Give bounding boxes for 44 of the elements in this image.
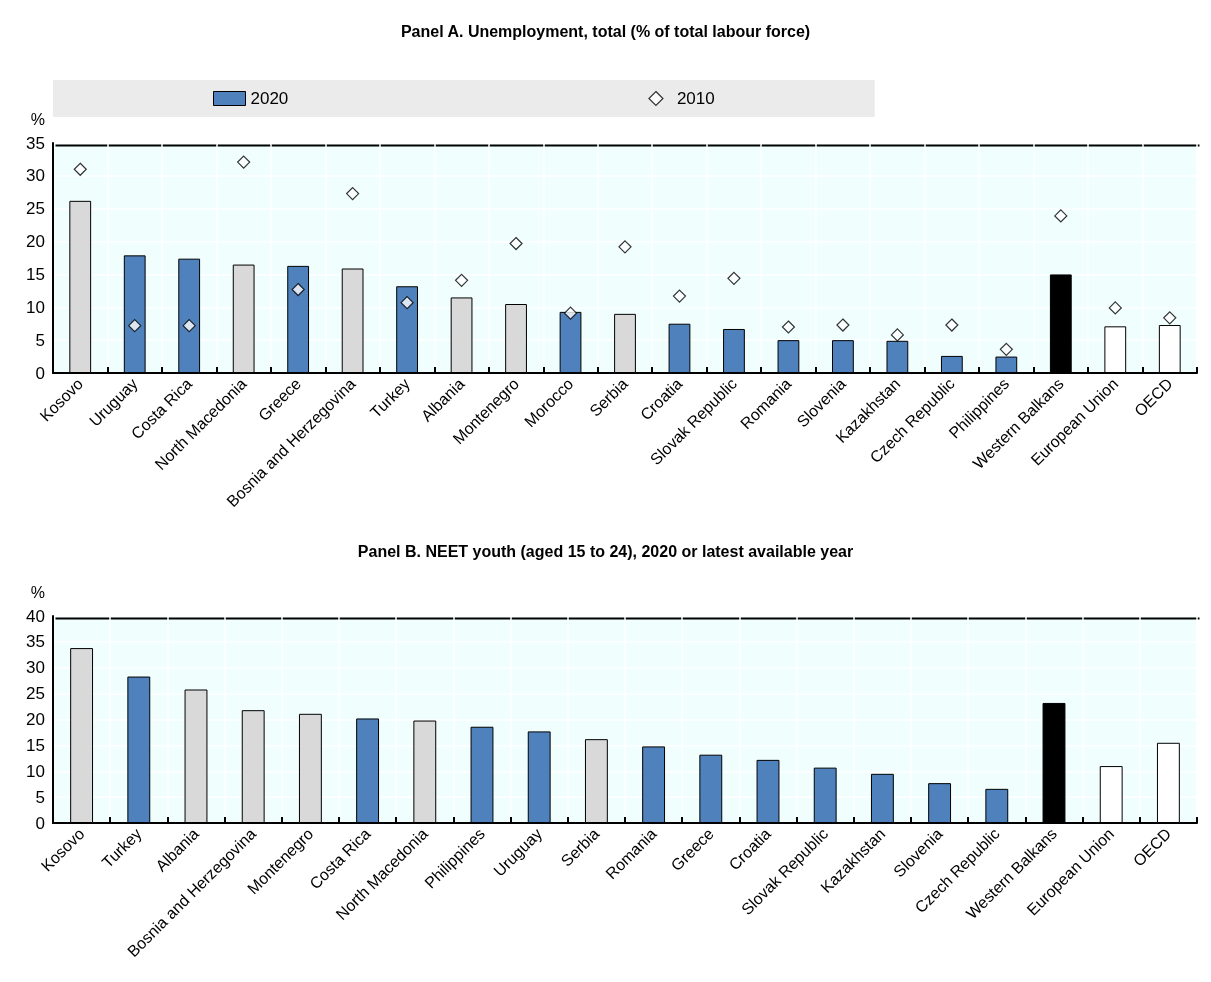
y-tick-label: 0 — [35, 363, 45, 383]
legend-label: 2010 — [676, 89, 715, 108]
point — [1163, 311, 1177, 325]
point — [400, 296, 414, 310]
point — [291, 282, 305, 297]
chart-title: Panel A. Unemployment, total (% of total labour force) — [400, 22, 811, 40]
y-tick-label: 25 — [26, 199, 45, 219]
point — [128, 319, 142, 333]
y-axis-title: % — [30, 583, 45, 601]
y-tick-label: 15 — [26, 264, 45, 284]
y-tick-label: 30 — [26, 658, 45, 678]
y-tick-label: 20 — [26, 710, 45, 729]
y-tick-label: 0 — [35, 813, 45, 833]
y-tick-label: 15 — [26, 735, 45, 755]
point — [727, 271, 741, 285]
y-tick-label: 35 — [26, 133, 45, 153]
legend-label: 2020 — [250, 89, 289, 108]
y-tick-label: 5 — [35, 787, 45, 807]
y-tick-label: 40 — [26, 606, 45, 626]
point — [509, 236, 523, 251]
y-tick-label: 25 — [26, 684, 45, 704]
y-tick-label: 35 — [26, 632, 45, 652]
point — [672, 289, 687, 303]
y-tick-label: 20 — [26, 232, 45, 252]
y-tick-label: 30 — [26, 166, 45, 186]
point — [454, 273, 469, 287]
point — [945, 318, 959, 332]
point — [1108, 301, 1122, 315]
point — [890, 328, 904, 342]
point — [1054, 209, 1068, 223]
y-axis-title: % — [30, 110, 45, 128]
point — [836, 318, 850, 332]
chart-title: Panel B. NEET youth (aged 15 to 24), 2020 or latest available year — [357, 542, 854, 560]
y-tick-label: 10 — [26, 761, 45, 781]
y-tick-label: 5 — [35, 330, 45, 350]
point — [346, 187, 360, 201]
point — [781, 320, 796, 334]
point — [73, 162, 87, 176]
point — [999, 342, 1013, 356]
point — [618, 240, 632, 254]
point — [237, 155, 251, 169]
y-tick-label: 10 — [26, 297, 45, 317]
point — [182, 319, 196, 333]
point — [563, 306, 578, 320]
